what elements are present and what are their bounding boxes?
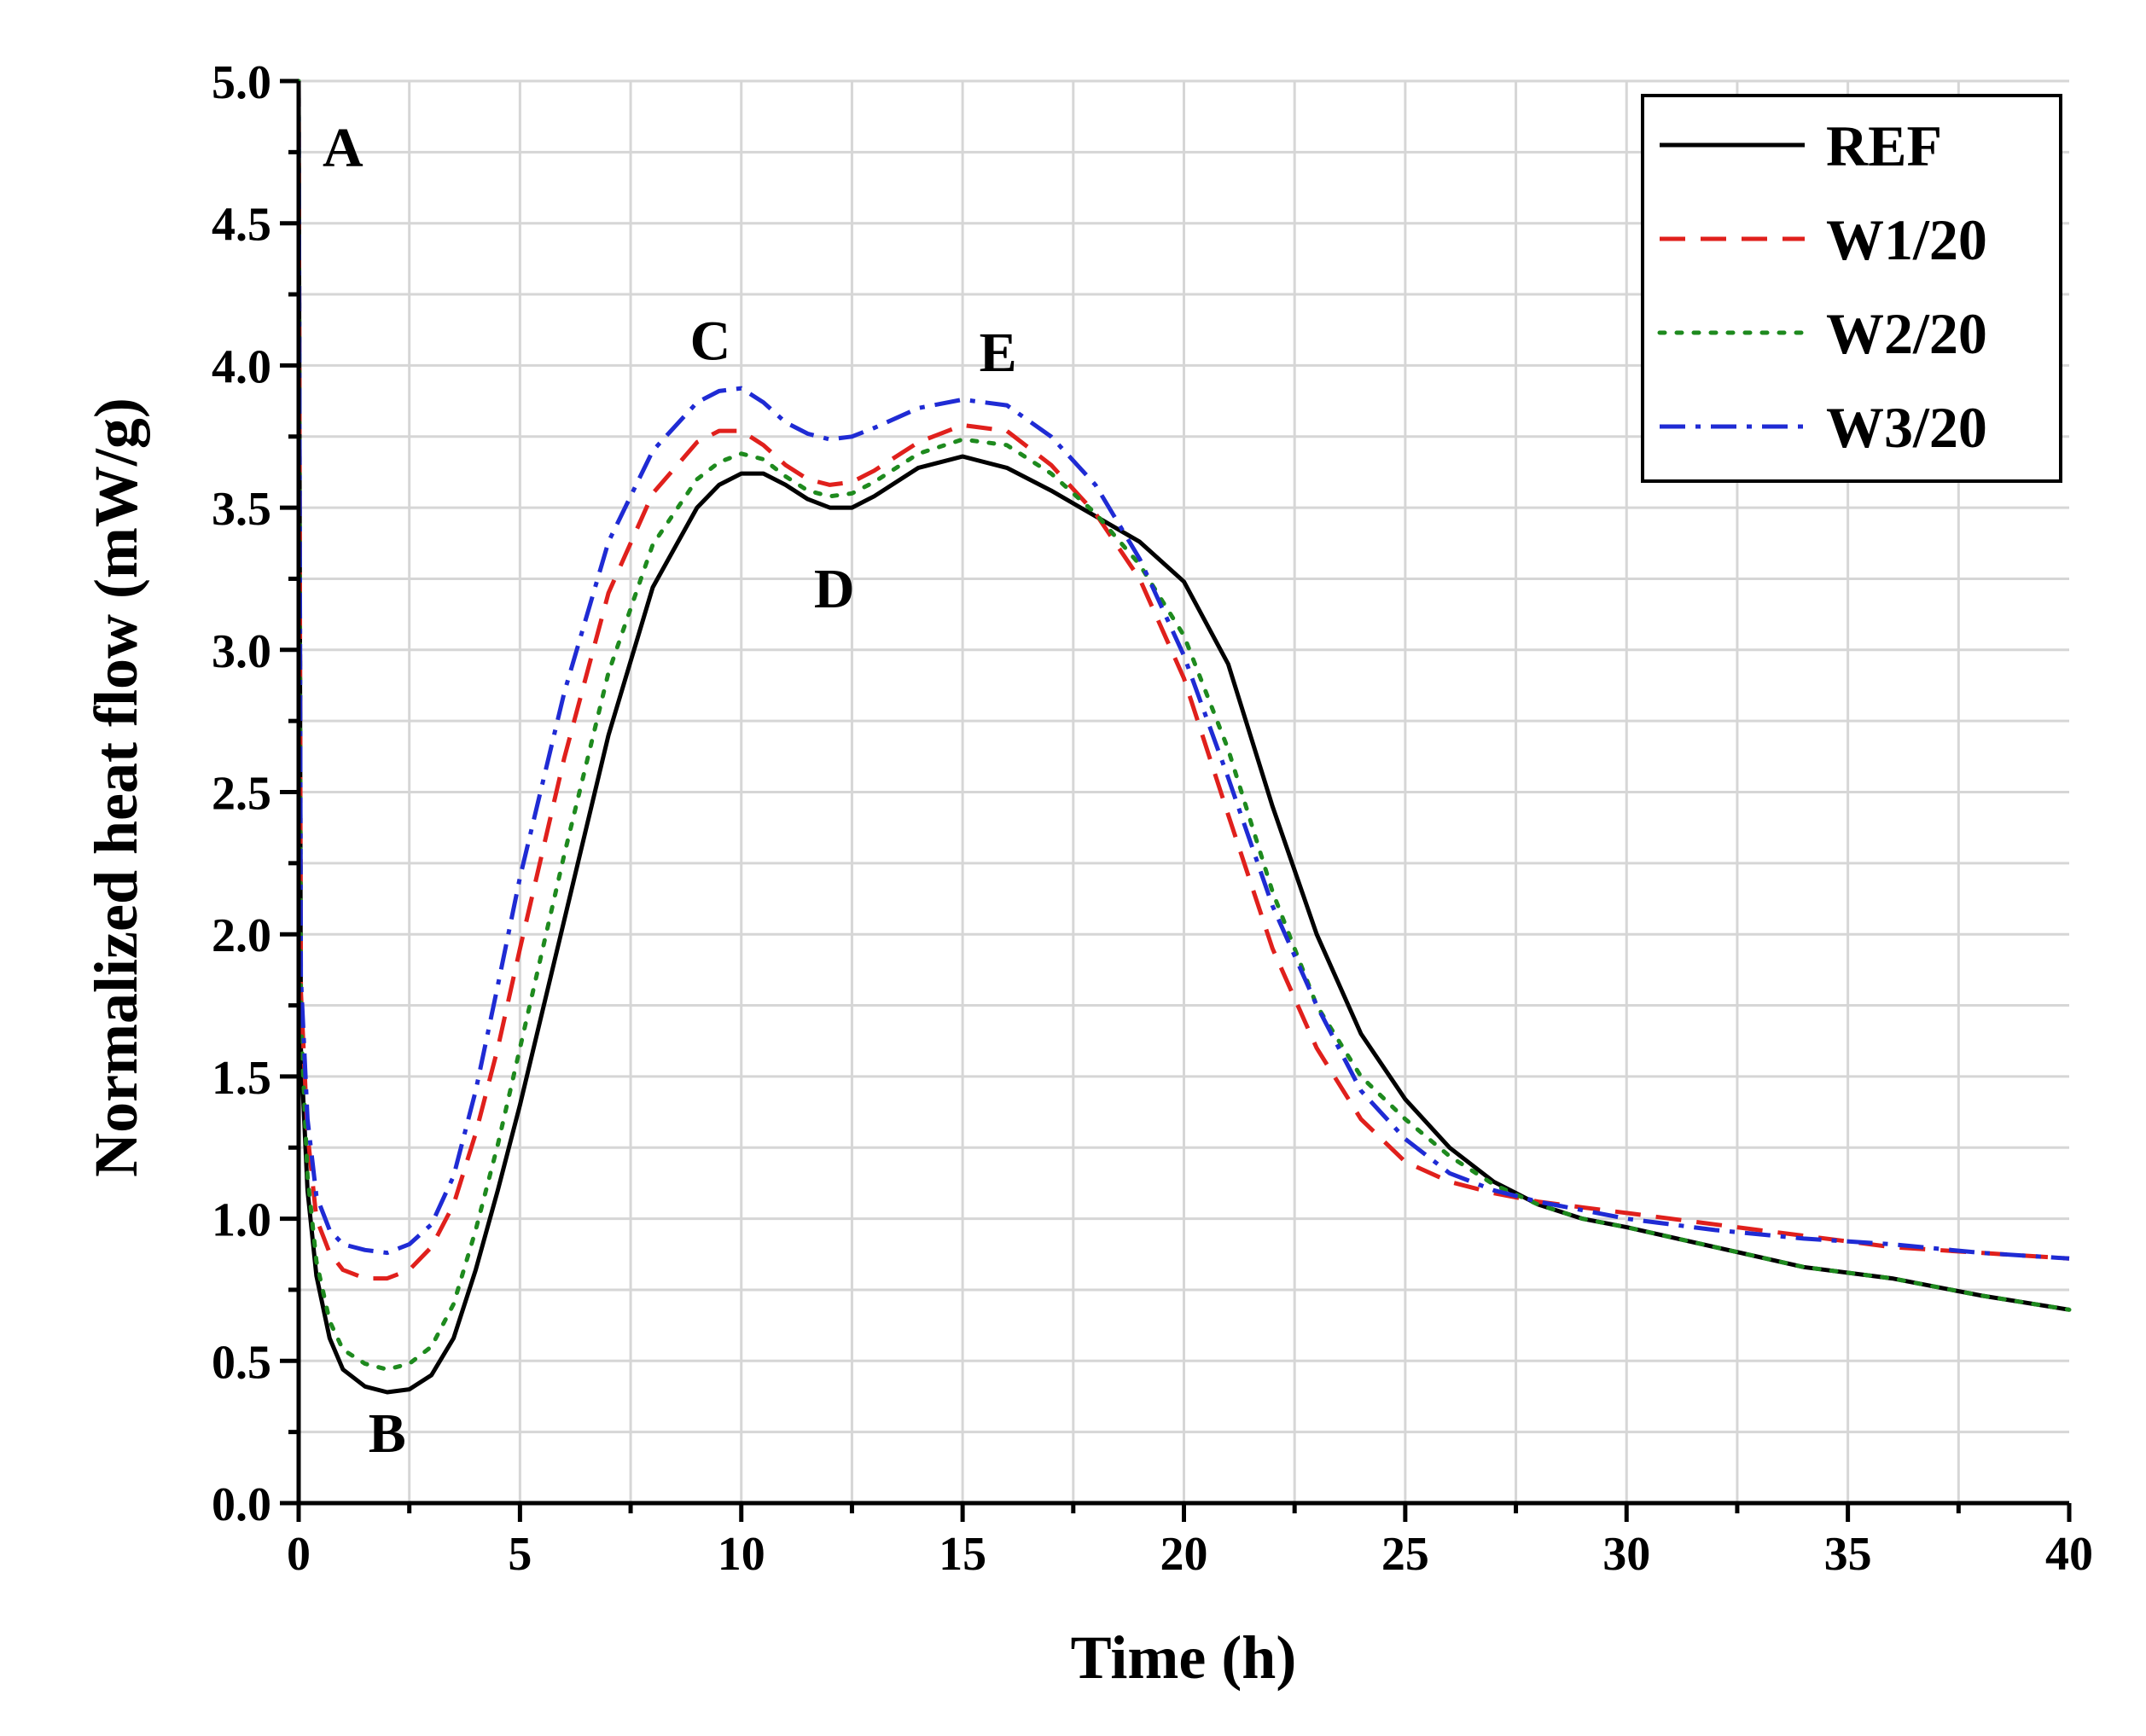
x-tick-label: 30 [1602, 1528, 1650, 1581]
x-axis-title: Time (h) [1071, 1623, 1297, 1692]
annotation-d: D [814, 558, 855, 620]
x-tick-label: 15 [939, 1528, 986, 1581]
y-tick-label: 4.5 [212, 199, 271, 252]
legend-label-w1-20: W1/20 [1826, 207, 1987, 272]
x-tick-label: 5 [508, 1528, 532, 1581]
annotation-e: E [980, 322, 1017, 384]
point-annotations: A B C D E [323, 117, 1017, 1465]
annotation-b: B [369, 1402, 406, 1465]
data-series [296, 78, 2072, 1395]
legend-label-w3-20: W3/20 [1826, 395, 1987, 460]
x-tick-label: 35 [1824, 1528, 1872, 1581]
y-tick-label: 1.5 [212, 1052, 271, 1105]
x-tick-label: 0 [287, 1528, 311, 1581]
y-tick-label: 0.5 [212, 1336, 271, 1389]
legend-box [1641, 94, 2062, 483]
legend: REF W1/20 W2/20 W3/20 [1641, 94, 2062, 483]
y-tick-label: 0.0 [212, 1478, 271, 1531]
y-tick-label: 3.5 [212, 483, 271, 536]
x-tick-label: 20 [1160, 1528, 1208, 1581]
y-tick-label: 1.0 [212, 1194, 271, 1247]
y-tick-label: 5.0 [212, 56, 271, 109]
series-line-w3-20 [296, 80, 2070, 1261]
grid-lines [299, 79, 2069, 1503]
annotation-a: A [323, 117, 363, 179]
series-line-w2-20 [296, 78, 2072, 1372]
y-tick-label: 2.0 [212, 909, 271, 962]
y-tick-label: 2.5 [212, 768, 271, 821]
annotation-c: C [690, 311, 731, 373]
legend-label-w2-20: W2/20 [1826, 301, 1987, 366]
x-tick-label: 40 [2045, 1528, 2093, 1581]
series-line-w1-20 [296, 80, 2070, 1281]
series-line-ref [296, 80, 2070, 1395]
tick-marks-and-labels: 0 5 10 15 20 25 30 35 40 0.0 0.5 1.0 1.5 2.0 2.5 3.0 3.5… [212, 56, 2093, 1581]
y-tick-label: 3.0 [212, 625, 271, 678]
legend-label-ref: REF [1826, 113, 1942, 178]
y-tick-label: 4.0 [212, 340, 271, 393]
x-tick-label: 10 [718, 1528, 765, 1581]
y-axis-title: Normalized heat flow (mW/g) [82, 398, 150, 1177]
x-tick-label: 25 [1381, 1528, 1429, 1581]
